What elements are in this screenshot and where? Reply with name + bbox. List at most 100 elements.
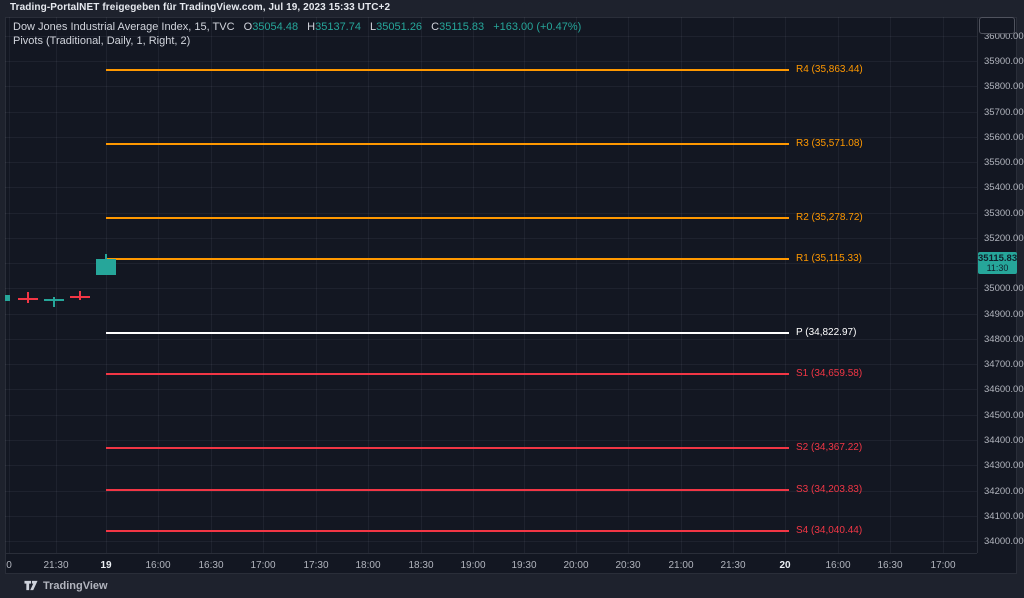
pivot-line-r1[interactable]	[106, 258, 789, 261]
candle-wick	[53, 297, 55, 308]
horizontal-gridline	[5, 86, 977, 88]
price-axis-empty-box	[979, 17, 1015, 34]
price-axis-label: 34100.00	[984, 510, 1024, 522]
vertical-gridline	[368, 17, 369, 553]
price-axis-label: 34200.00	[984, 485, 1024, 497]
symbol-title: Dow Jones Industrial Average Index, 15, …	[13, 21, 235, 33]
candle-body	[18, 297, 38, 301]
pivot-line-r4[interactable]	[106, 69, 789, 72]
legend-symbol-row[interactable]: Dow Jones Industrial Average Index, 15, …	[13, 20, 581, 34]
vertical-gridline	[628, 17, 629, 553]
time-axis-label: 17:30	[303, 560, 329, 571]
vertical-gridline	[9, 17, 10, 553]
chart-widget-frame	[5, 17, 1017, 574]
price-axis-label: 35700.00	[984, 106, 1024, 118]
horizontal-gridline	[5, 389, 977, 391]
time-axis-label: 16:00	[825, 560, 851, 571]
vertical-gridline	[576, 17, 577, 553]
horizontal-gridline	[5, 515, 977, 517]
pivot-line-s3[interactable]	[106, 488, 789, 491]
open-value: 35054.48	[252, 21, 299, 33]
pivot-label-s4[interactable]: S4 (34,040.44)	[796, 524, 863, 536]
time-axis-label: 16:30	[198, 560, 224, 571]
legend-indicator-row[interactable]: Pivots (Traditional, Daily, 1, Right, 2)	[13, 34, 581, 48]
price-axis-label: 34300.00	[984, 460, 1024, 472]
time-axis-label: 21:30	[720, 560, 746, 571]
vertical-gridline	[56, 17, 57, 553]
horizontal-gridline	[5, 288, 977, 290]
time-axis-day-label: 20	[779, 560, 791, 571]
pivot-label-s3[interactable]: S3 (34,203.83)	[796, 483, 863, 495]
time-axis-label: 20:30	[615, 560, 641, 571]
candle-wick	[27, 292, 29, 304]
horizontal-gridline	[5, 162, 977, 164]
pivot-label-s2[interactable]: S2 (34,367.22)	[796, 442, 863, 454]
horizontal-gridline	[5, 414, 977, 416]
horizontal-gridline	[5, 465, 977, 467]
pivot-line-r3[interactable]	[106, 143, 789, 146]
price-axis-label-hidden: 36000.00	[984, 30, 1024, 42]
tradingview-logo-link[interactable]: TradingView	[24, 579, 108, 592]
attribution-top-bar: Trading-PortalNET freigegeben für Tradin…	[0, 0, 1024, 17]
price-axis-label: 35300.00	[984, 207, 1024, 219]
candle-body	[96, 259, 116, 275]
price-axis-label: 34900.00	[984, 308, 1024, 320]
vertical-gridline	[838, 17, 839, 553]
tradingview-brand-text: TradingView	[43, 579, 108, 592]
close-value: 35115.83	[439, 21, 485, 33]
horizontal-gridline	[5, 263, 977, 265]
horizontal-gridline	[5, 313, 977, 315]
time-axis-label: 17:00	[250, 560, 276, 571]
high-value: 35137.74	[315, 21, 361, 33]
horizontal-gridline	[5, 490, 977, 492]
pivot-line-s1[interactable]	[106, 373, 789, 376]
price-axis-label: 35800.00	[984, 81, 1024, 93]
vertical-gridline	[890, 17, 891, 553]
pivot-label-r4[interactable]: R4 (35,863.44)	[796, 64, 863, 76]
price-axis-label: 35200.00	[984, 232, 1024, 244]
vertical-gridline	[263, 17, 264, 553]
change-value: +163.00 (+0.47%)	[493, 21, 582, 33]
horizontal-gridline	[5, 541, 977, 542]
pivot-line-s4[interactable]	[106, 529, 789, 532]
vertical-gridline	[785, 17, 786, 553]
horizontal-gridline	[5, 111, 977, 113]
vertical-gridline	[106, 17, 107, 553]
footer-bar: TradingView	[0, 574, 1024, 598]
time-axis-label: 19:00	[460, 560, 486, 571]
time-axis-day-label: 19	[100, 560, 112, 571]
horizontal-gridline	[5, 35, 977, 37]
vertical-gridline	[524, 17, 525, 553]
pivot-line-r2[interactable]	[106, 217, 789, 219]
time-axis[interactable]: 0 21:30 19 16:00 16:30 17:00 17:30 18:00 18:30 19…	[5, 553, 977, 574]
candle-body	[44, 299, 64, 302]
time-axis-label: 18:00	[355, 560, 381, 571]
low-key: L	[370, 21, 377, 33]
horizontal-gridline	[5, 187, 977, 189]
horizontal-gridline	[5, 136, 977, 138]
price-axis-label: 34400.00	[984, 434, 1024, 446]
time-axis-label: 18:30	[408, 560, 434, 571]
time-axis-label: 21:30	[43, 560, 69, 571]
indicator-title: Pivots (Traditional, Daily, 1, Right, 2)	[13, 35, 191, 47]
pivot-label-r2[interactable]: R2 (35,278.72)	[796, 212, 863, 223]
pivot-line-s2[interactable]	[106, 447, 789, 450]
time-axis-label: 16:30	[877, 560, 903, 571]
time-axis-label: 19:30	[511, 560, 537, 571]
price-axis-label: 35500.00	[984, 157, 1024, 169]
pivot-label-s1[interactable]: S1 (34,659.58)	[796, 368, 863, 380]
pivot-label-p[interactable]: P (34,822.97)	[796, 327, 857, 339]
pivot-line-p[interactable]	[106, 332, 789, 335]
horizontal-gridline	[5, 338, 977, 340]
chart-canvas[interactable]: R4 (35,863.44) R3 (35,571.08) R2 (35,278.7…	[5, 17, 977, 553]
pivot-label-r3[interactable]: R3 (35,571.08)	[796, 138, 863, 150]
price-axis-label: 35900.00	[984, 56, 1024, 67]
candle-body	[70, 295, 90, 299]
price-axis-label: 34000.00	[984, 536, 1024, 547]
pivot-label-r1[interactable]: R1 (35,115.33)	[796, 253, 862, 265]
chart-legend: Dow Jones Industrial Average Index, 15, …	[13, 20, 581, 48]
price-axis[interactable]: 36000.00 35900.00 35800.00 35700.00 35600.00…	[977, 17, 1024, 553]
vertical-gridline	[681, 17, 682, 553]
last-price-badge[interactable]: 35115.83 11:30	[978, 252, 1017, 275]
